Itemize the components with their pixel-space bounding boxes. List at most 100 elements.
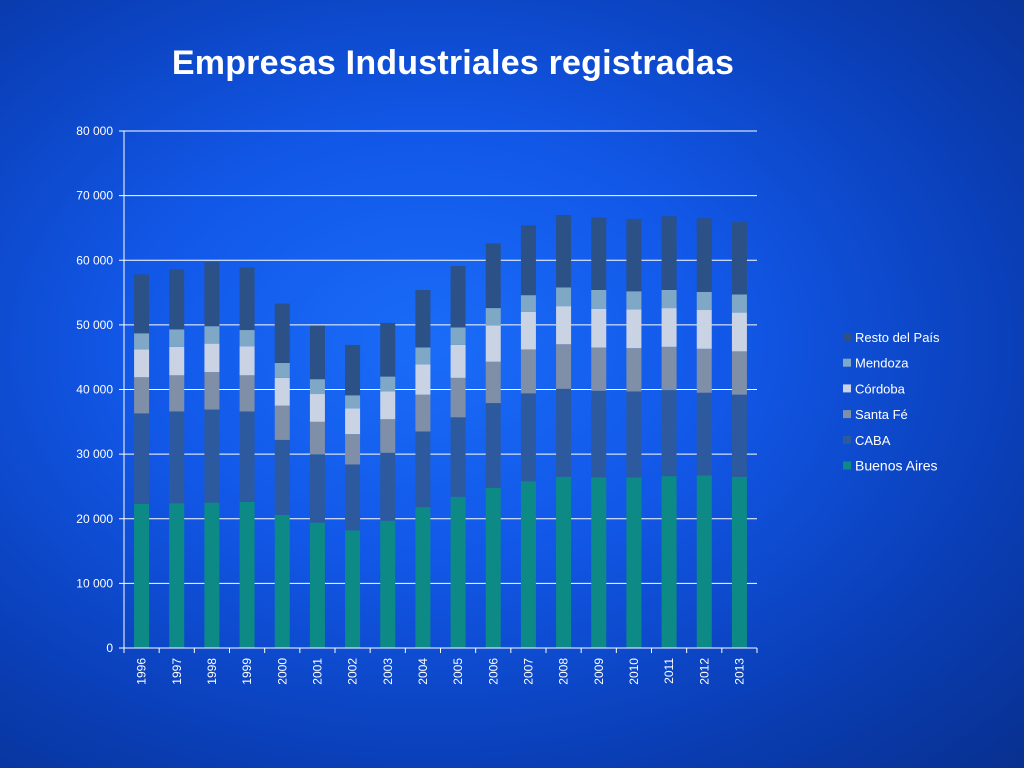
bar-segment [486,308,501,325]
bar-segment [662,216,677,290]
bar-stack-2008 [556,215,571,648]
bar-segment [204,410,219,503]
bar-segment [486,243,501,308]
bar-segment [521,295,536,312]
bar-stack-1996 [134,274,149,648]
bar-segment [697,349,712,393]
bar-stack-2011 [662,216,677,648]
bar-segment [591,347,606,390]
bar-segment [697,292,712,310]
bar-segment [310,523,325,648]
legend-label: Buenos Aires [855,458,938,474]
x-tick-label: 2012 [697,658,711,685]
bar-segment [415,507,430,648]
bar-segment [591,309,606,348]
x-tick-label: 2010 [627,658,641,685]
bar-segment [345,464,360,530]
x-tick-label: 1999 [240,658,254,685]
bar-segment [521,312,536,349]
y-tick-label: 10 000 [76,576,113,590]
bar-segment [556,344,571,389]
x-tick-label: 2003 [381,658,395,685]
bar-segment [662,390,677,476]
x-tick-label: 2009 [592,658,606,685]
bar-segment [310,422,325,454]
bar-segment [380,453,395,521]
bar-segment [521,225,536,295]
bar-segment [204,344,219,372]
legend-swatch [843,333,851,341]
bar-segment [415,290,430,348]
bar-stack-2010 [626,219,641,648]
bar-segment [134,274,149,333]
bar-segment [626,291,641,309]
bar-segment [134,349,149,377]
bar-segment [697,218,712,292]
bar-segment [732,313,747,352]
bar-segment [240,267,255,330]
bar-segment [169,329,184,346]
bar-segment [380,377,395,392]
bar-segment [662,290,677,308]
bar-segment [626,391,641,477]
bar-segment [240,375,255,411]
bar-segment [169,411,184,503]
y-tick-label: 20 000 [76,512,113,526]
bar-segment [310,394,325,422]
bar-segment [275,304,290,363]
x-tick-label: 2013 [732,658,746,685]
bar-segment [591,477,606,648]
bar-segment [556,389,571,477]
legend-swatch [843,410,851,418]
bar-stack-2005 [451,266,466,648]
legend-swatch [843,359,851,367]
bar-segment [732,295,747,313]
bar-segment [275,406,290,440]
bar-segment [521,393,536,481]
legend-label: Santa Fé [855,407,908,422]
legend-label: Córdoba [855,381,906,396]
bar-segment [240,346,255,375]
bar-segment [732,477,747,648]
y-tick-label: 0 [106,641,113,655]
x-tick-label: 2000 [275,658,289,685]
bar-segment [486,403,501,488]
bar-segment [275,515,290,648]
bar-segment [134,504,149,648]
bar-segment [556,215,571,287]
bar-segment [486,362,501,403]
bar-segment [591,391,606,478]
bar-segment [169,375,184,411]
legend-label: CABA [855,433,891,448]
bar-segment [345,434,360,464]
bar-segment [380,391,395,419]
x-tick-label: 2001 [310,658,324,685]
legend-swatch [843,384,851,392]
bar-segment [240,502,255,648]
y-tick-label: 40 000 [76,383,113,397]
y-tick-label: 80 000 [76,124,113,138]
bar-stack-1997 [169,269,184,648]
bar-segment [240,411,255,501]
bar-segment [556,287,571,306]
bars: 1996 1997 1998 1999 2000 2001 2002 2003 2004 2005… [124,215,757,685]
bar-segment [486,326,501,362]
bar-segment [169,347,184,375]
legend-label: Mendoza [855,356,909,371]
bar-segment [662,476,677,648]
bar-segment [134,333,149,349]
bar-segment [415,432,430,508]
bar-segment [240,330,255,346]
bar-segment [275,378,290,406]
x-tick-label: 2005 [451,658,465,685]
x-tick-label: 2008 [557,658,571,685]
bar-segment [521,481,536,648]
bar-segment [697,475,712,648]
bar-stack-1999 [240,267,255,648]
bar-segment [134,413,149,503]
x-tick-label: 2011 [662,658,676,684]
legend-swatch [843,436,851,444]
x-tick-label: 1996 [135,658,149,685]
bar-stack-2002 [345,345,360,648]
bar-segment [380,419,395,453]
